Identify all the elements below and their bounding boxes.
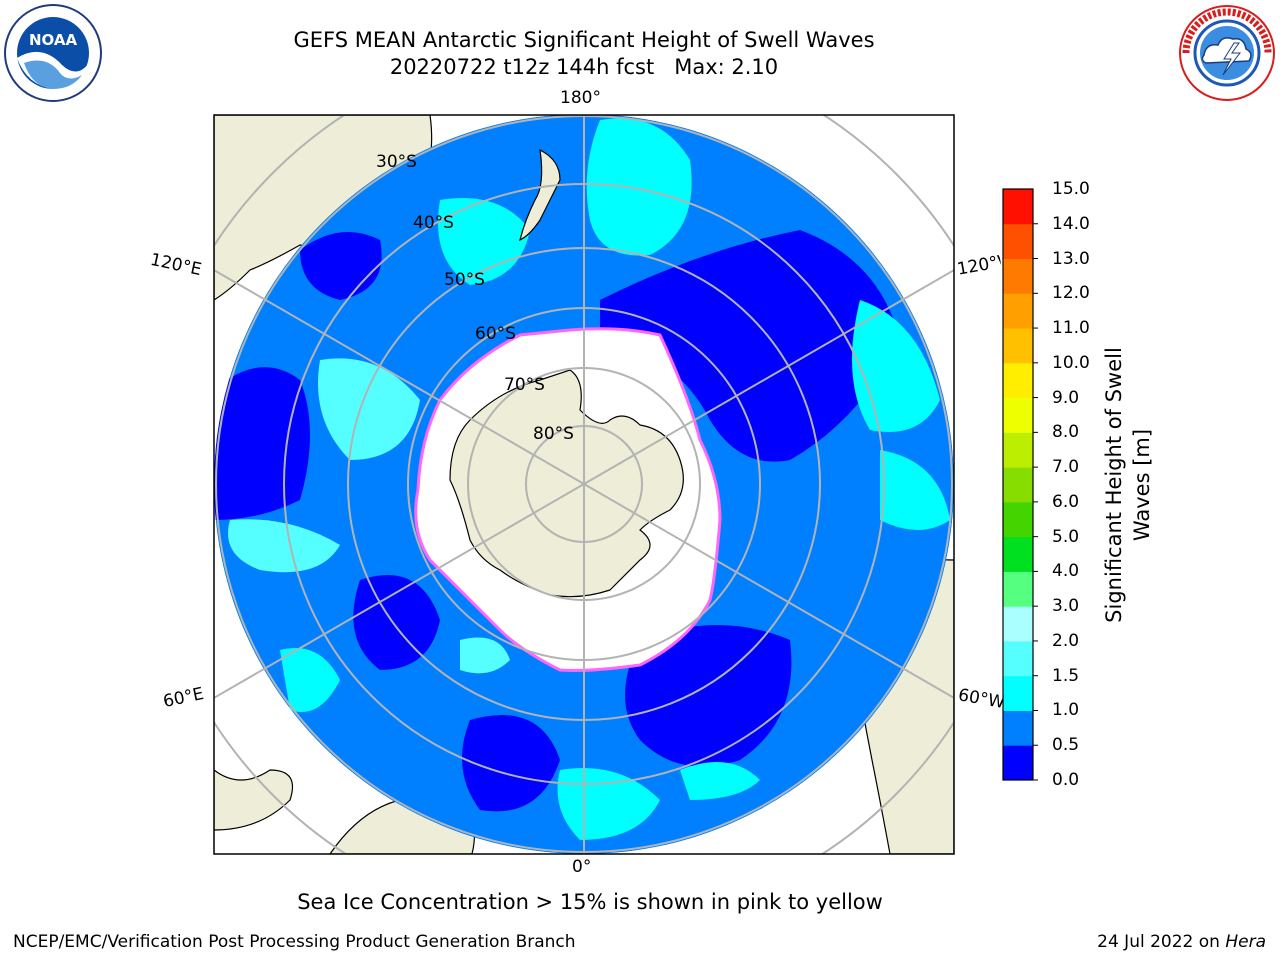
colorbar-tick-label: 12.0 xyxy=(1052,283,1090,304)
colorbar-tick-label: 15.0 xyxy=(1052,179,1090,199)
colorbar-swatch xyxy=(1003,606,1033,642)
colorbar-swatch xyxy=(1003,710,1033,746)
colorbar-tick-label: 1.0 xyxy=(1052,700,1080,721)
colorbar-tick-label: 0.0 xyxy=(1052,770,1080,790)
lat-label-60s: 60°S xyxy=(475,324,516,344)
swell-low-band-west xyxy=(214,367,310,520)
colorbar-ticks: 0.0 0.5 1.0 1.5 2.0 3.0 4.0 5.0 6.0 7.0 8.0 9.0 10.0… xyxy=(1052,179,1112,790)
chart-title: GEFS MEAN Antarctic Significant Height o… xyxy=(293,28,875,52)
colorbar-tick-label: 13.0 xyxy=(1052,248,1090,269)
footer-credit: NCEP/EMC/Verification Post Processing Pr… xyxy=(13,932,576,952)
colorbar-tick-label: 5.0 xyxy=(1052,526,1080,547)
map-frame xyxy=(213,114,955,855)
colorbar-tick-label: 1.5 xyxy=(1052,665,1080,686)
sea-ice-note: Sea Ice Concentration > 15% is shown in … xyxy=(297,890,883,914)
footer-machine: Hera xyxy=(1225,932,1266,952)
colorbar-tick-label: 14.0 xyxy=(1052,213,1090,234)
swell-high-patch-south-3 xyxy=(460,637,510,674)
colorbar-swatch xyxy=(1003,432,1033,468)
max-value-label: Max: 2.10 xyxy=(674,55,779,79)
colorbar-swatch xyxy=(1003,536,1033,572)
swell-high-patch-west xyxy=(318,358,420,460)
footer-date-text: 24 Jul 2022 on xyxy=(1097,932,1220,952)
colorbar-tick-label: 6.0 xyxy=(1052,491,1080,512)
lat-label-30s: 30°S xyxy=(376,152,417,172)
colorbar-tick-label: 2.0 xyxy=(1052,630,1080,651)
chart-subtitle: 20220722 t12z 144h fcst Max: 2.10 xyxy=(184,54,984,80)
colorbar-tick-label: 3.0 xyxy=(1052,596,1080,617)
colorbar-tick-label: 7.0 xyxy=(1052,457,1080,478)
lat-label-40s: 40°S xyxy=(413,213,454,233)
colorbar-swatch xyxy=(1003,328,1033,364)
swell-high-patch-southwest xyxy=(228,519,340,573)
swell-low-band-east xyxy=(600,230,900,462)
colorbar-swatch xyxy=(1003,189,1033,225)
swell-high-patch-north xyxy=(586,118,692,256)
colorbar-tick-label: 4.0 xyxy=(1052,561,1080,582)
swell-high-patch-east xyxy=(852,300,940,432)
colorbar-swatch xyxy=(1003,258,1033,294)
noaa-logo-icon: NOAA xyxy=(4,4,102,102)
colorbar-tick-label: 9.0 xyxy=(1052,387,1080,408)
swell-high-patch-south-2 xyxy=(680,762,760,800)
meridian-120e-60w xyxy=(214,268,954,700)
colorbar-swatch xyxy=(1003,571,1033,607)
colorbar-title-wrap: Significant Height of Swell Waves [m] xyxy=(1100,330,1166,640)
lon-label-0: 0° xyxy=(572,857,592,877)
forecast-run-label: 20220722 t12z 144h fcst xyxy=(389,55,655,79)
footer-date: 24 Jul 2022 on Hera xyxy=(1097,932,1266,952)
colorbar xyxy=(1003,189,1038,781)
colorbar-swatch xyxy=(1003,501,1033,538)
colorbar-tick-label: 11.0 xyxy=(1052,318,1090,339)
colorbar-swatch xyxy=(1003,293,1033,329)
colorbar-title: Significant Height of Swell Waves [m] xyxy=(1102,347,1154,623)
colorbar-swatch xyxy=(1003,675,1033,711)
lat-label-50s: 50°S xyxy=(444,270,485,290)
colorbar-tick-label: 0.5 xyxy=(1052,735,1080,756)
colorbar-swatch xyxy=(1003,223,1033,260)
new-zealand-landmass xyxy=(519,148,561,242)
colorbar-swatch xyxy=(1003,397,1033,433)
swell-high-patch-southwest-2 xyxy=(280,648,340,712)
swell-low-band-southwest xyxy=(353,575,440,670)
lat-label-70s: 70°S xyxy=(504,375,545,395)
swell-low-band-south-2 xyxy=(462,715,560,812)
colorbar-frame xyxy=(1002,188,1034,781)
swell-low-band-south xyxy=(625,625,792,767)
swell-high-patch-southeast xyxy=(880,450,950,530)
svg-text:NOAA: NOAA xyxy=(29,31,78,49)
swell-high-patch-northwest xyxy=(438,198,530,285)
nws-logo-icon xyxy=(1179,5,1275,101)
colorbar-swatch xyxy=(1003,362,1033,399)
colorbar-tick-label: 8.0 xyxy=(1052,422,1080,443)
colorbar-swatch xyxy=(1003,467,1033,503)
lat-label-80s: 80°S xyxy=(533,424,574,444)
colorbar-swatch xyxy=(1003,640,1033,677)
colorbar-swatch xyxy=(1003,745,1033,781)
lon-label-180: 180° xyxy=(560,88,601,108)
colorbar-tick-label: 10.0 xyxy=(1052,352,1090,373)
antarctica-landmass xyxy=(449,369,684,598)
